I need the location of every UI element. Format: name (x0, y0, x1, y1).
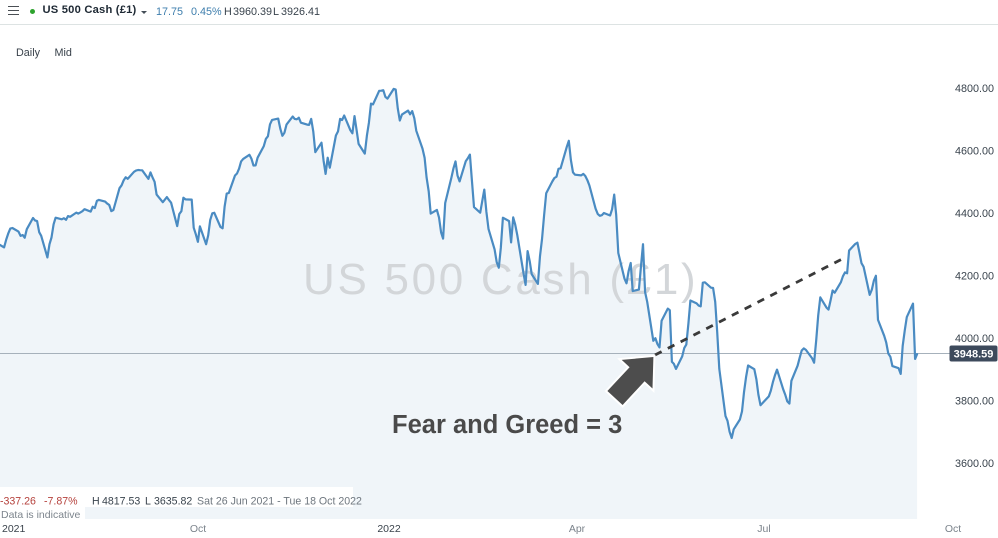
svg-text:-7.87%: -7.87% (44, 496, 78, 508)
svg-text:Oct: Oct (190, 523, 206, 535)
svg-text:Sat 26 Jun 2021 - Tue 18 Oct 2: Sat 26 Jun 2021 - Tue 18 Oct 2022 (197, 496, 362, 508)
svg-text:3635.82: 3635.82 (154, 496, 192, 508)
svg-text:3948.59: 3948.59 (954, 349, 994, 361)
svg-text:2022: 2022 (377, 523, 401, 535)
svg-text:4600.00: 4600.00 (955, 146, 994, 158)
svg-text:4400.00: 4400.00 (955, 208, 994, 220)
svg-text:L: L (145, 496, 151, 508)
svg-text:4000.00: 4000.00 (955, 333, 994, 345)
svg-text:H: H (92, 496, 100, 508)
svg-text:3600.00: 3600.00 (955, 458, 994, 470)
svg-text:4800.00: 4800.00 (955, 83, 994, 95)
svg-text:Apr: Apr (569, 523, 586, 535)
svg-text:2021: 2021 (2, 523, 26, 535)
svg-text:4200.00: 4200.00 (955, 271, 994, 283)
svg-text:3800.00: 3800.00 (955, 396, 994, 408)
svg-text:Oct: Oct (945, 523, 961, 535)
svg-text:Data is indicative: Data is indicative (1, 509, 81, 521)
svg-text:4817.53: 4817.53 (102, 496, 140, 508)
svg-text:Jul: Jul (757, 523, 770, 535)
svg-text:-337.26: -337.26 (0, 496, 36, 508)
svg-text:Fear and Greed = 3: Fear and Greed = 3 (392, 411, 622, 439)
